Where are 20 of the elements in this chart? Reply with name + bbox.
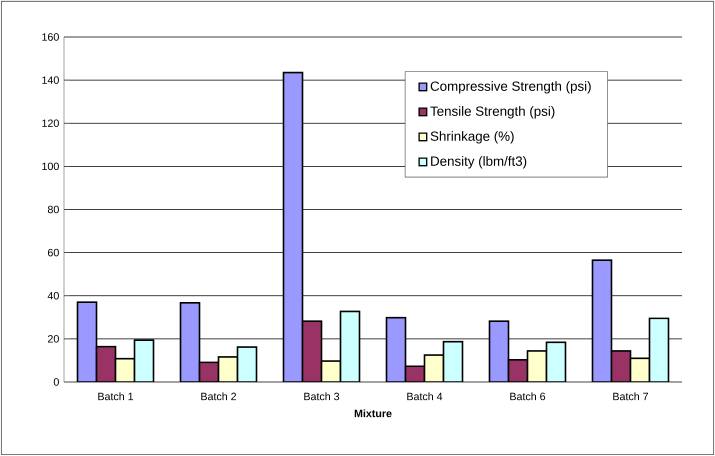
- x-tick-label: Batch 1: [98, 392, 134, 400]
- legend-label: Shrinkage (%): [430, 131, 514, 144]
- y-tick-label: 60: [48, 248, 59, 256]
- y-tick-label: 20: [48, 335, 59, 343]
- y-tick-label: 140: [42, 76, 59, 84]
- legend-label: Compressive Strength (psi): [430, 81, 591, 94]
- x-tick-label: Batch 4: [407, 392, 442, 400]
- legend-label: Density (lbm/ft3): [431, 156, 526, 168]
- y-tick-label: 40: [48, 292, 59, 300]
- y-tick-label: 80: [48, 206, 59, 214]
- legend-label: Tensile Strength (psi): [430, 106, 554, 119]
- y-tick-label: 0: [54, 378, 59, 386]
- x-axis-title: Mixture: [354, 409, 392, 418]
- y-tick-label: 100: [42, 162, 59, 170]
- x-tick-label: Batch 2: [201, 392, 236, 400]
- y-tick-label: 160: [42, 33, 59, 41]
- x-tick-label: Batch 6: [510, 392, 546, 400]
- x-tick-label: Batch 3: [304, 392, 340, 400]
- x-tick-label: Batch 7: [613, 392, 648, 400]
- y-tick-label: 120: [42, 119, 59, 128]
